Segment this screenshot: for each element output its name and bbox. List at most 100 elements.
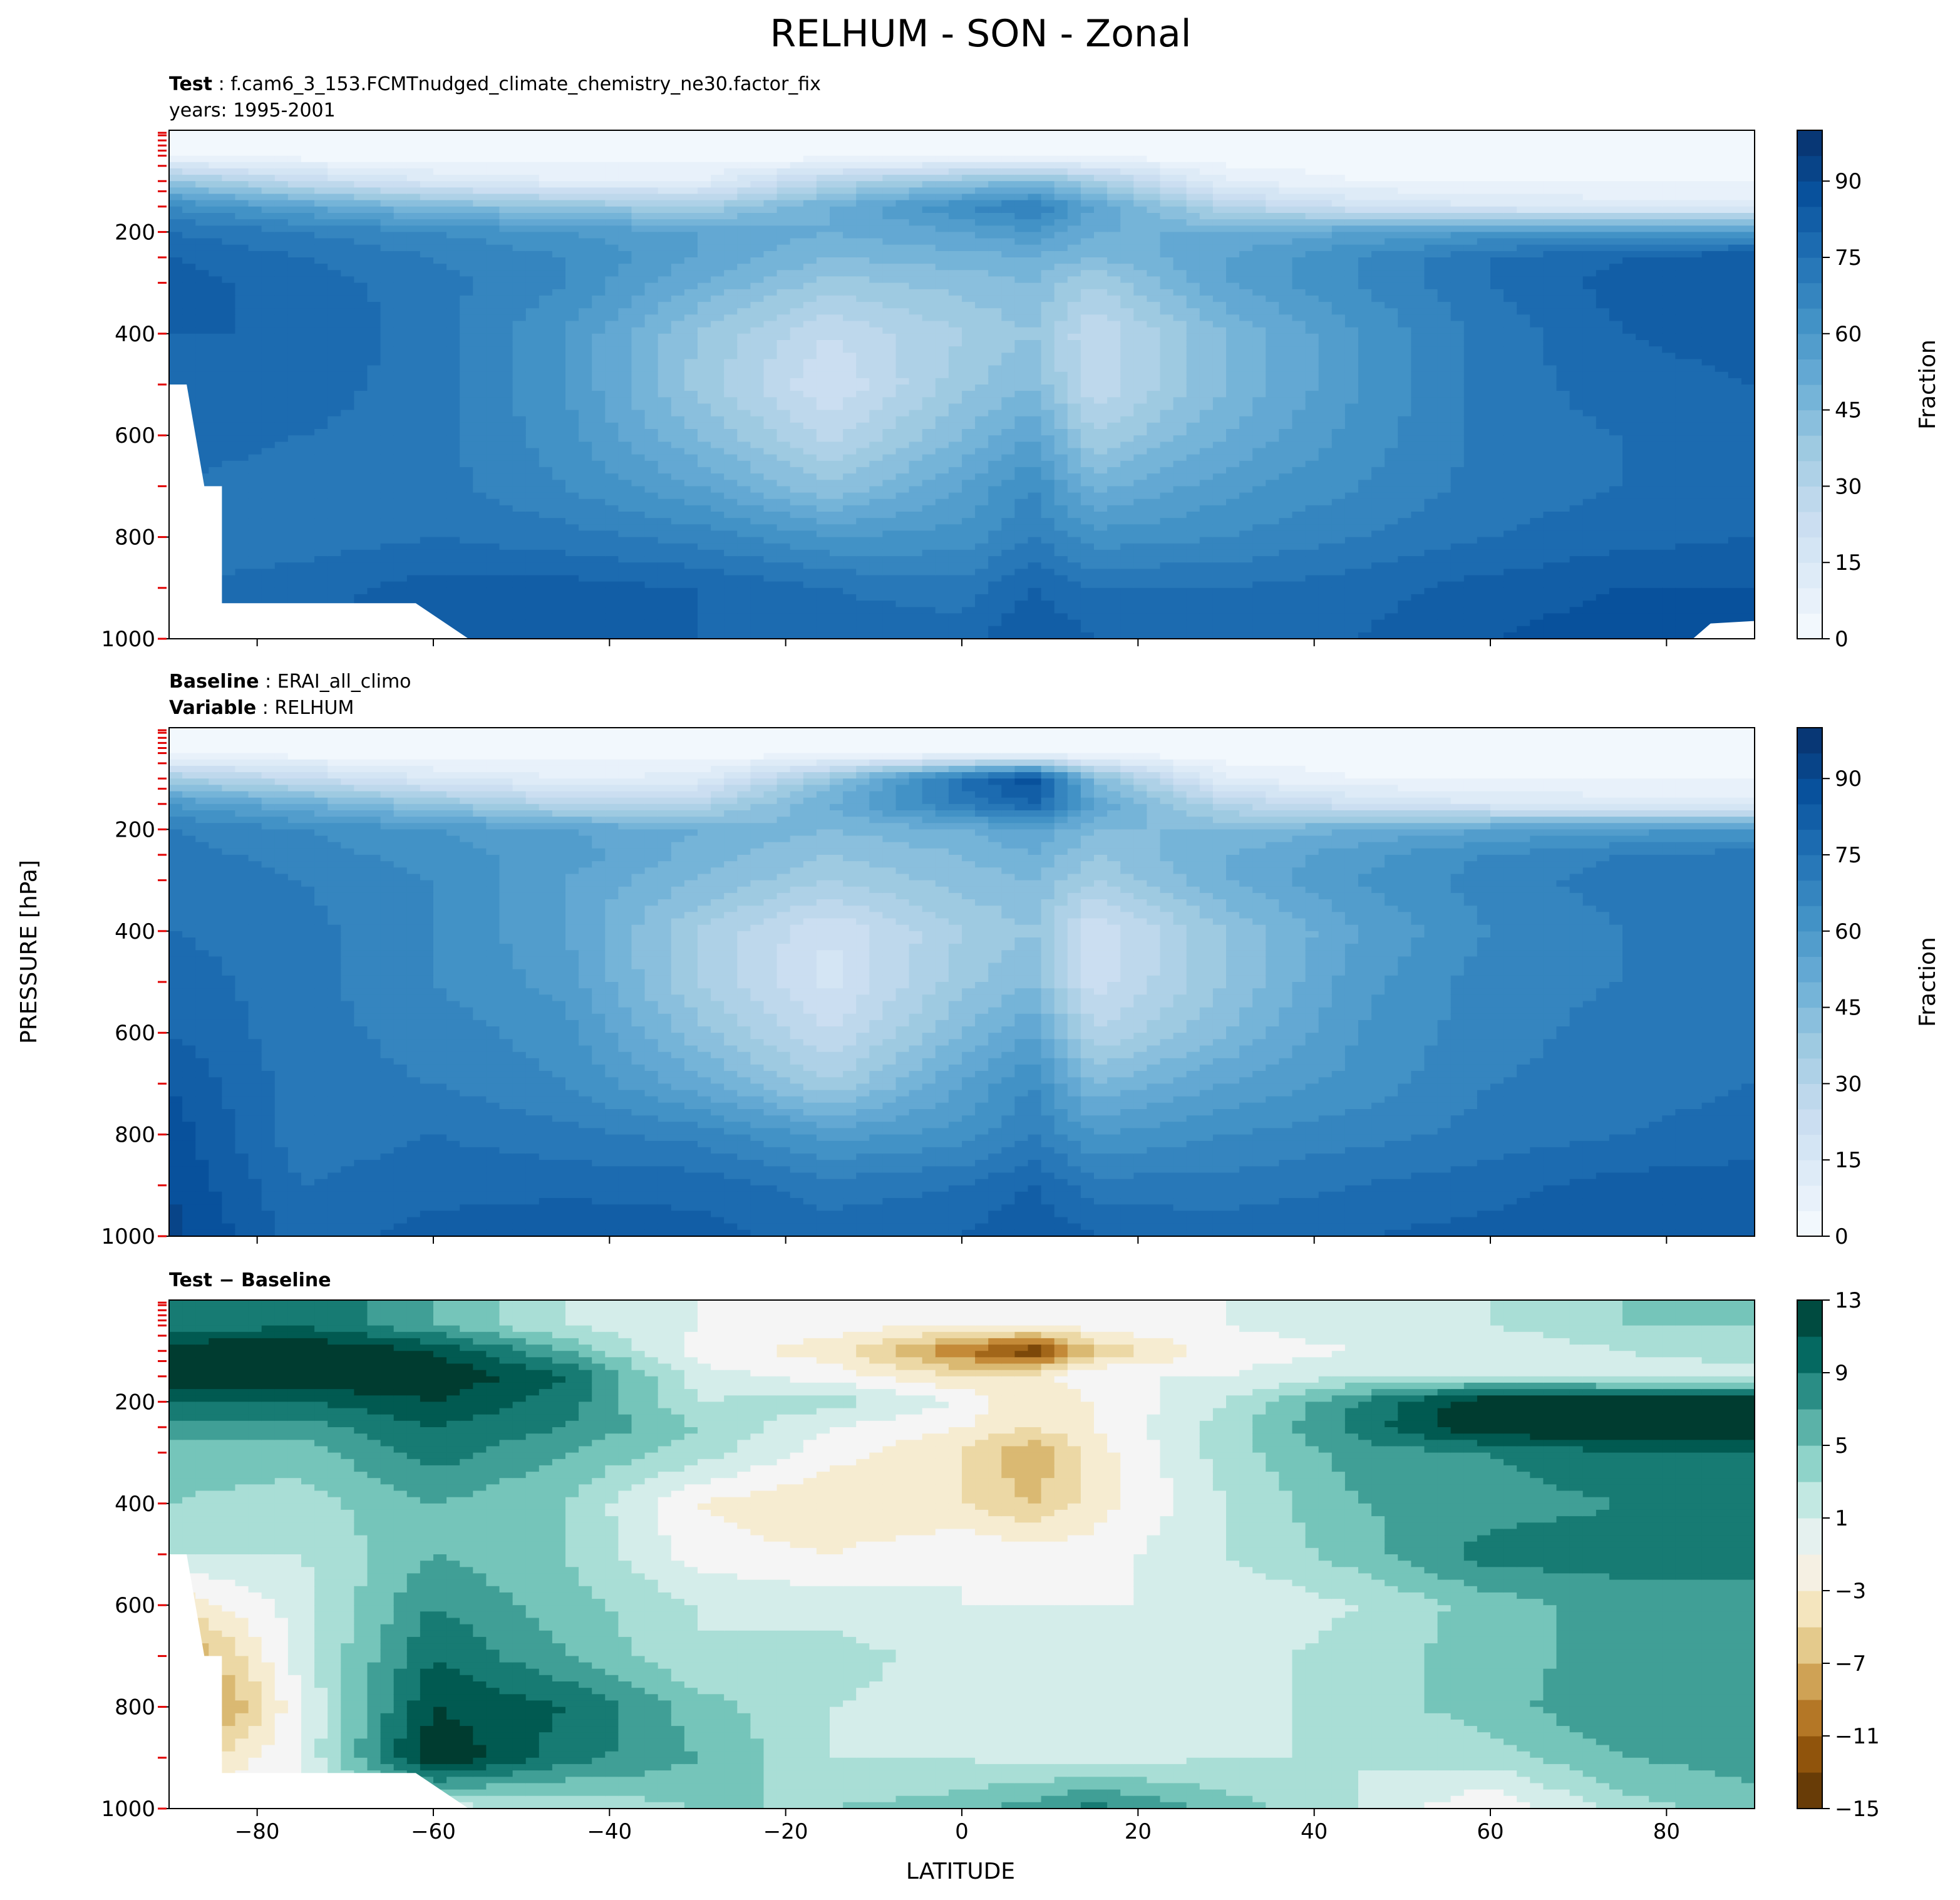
field-cell xyxy=(830,498,843,506)
field-cell xyxy=(512,289,527,296)
field-cell xyxy=(790,460,804,468)
field-cell xyxy=(460,587,474,595)
field-cell xyxy=(406,403,421,411)
field-cell xyxy=(869,353,884,360)
field-cell xyxy=(406,575,421,582)
field-cell xyxy=(803,365,817,373)
field-cell xyxy=(169,187,183,195)
field-cell xyxy=(328,270,342,277)
field-cell xyxy=(301,460,315,468)
field-cell xyxy=(605,435,619,443)
field-cell xyxy=(618,480,632,487)
field-cell xyxy=(935,250,949,258)
field-cell xyxy=(644,333,659,341)
field-cell xyxy=(724,238,738,245)
field-cell xyxy=(512,512,527,519)
field-cell xyxy=(763,295,778,302)
field-cell xyxy=(830,181,843,188)
field-cell xyxy=(856,378,870,385)
field-cell xyxy=(988,225,1003,233)
field-cell xyxy=(750,581,765,589)
field-cell xyxy=(816,448,830,455)
field-cell xyxy=(261,175,276,182)
field-cell xyxy=(737,492,751,500)
field-cell xyxy=(287,155,302,163)
field-cell xyxy=(592,250,606,258)
field-cell xyxy=(433,137,447,144)
field-cell xyxy=(803,282,817,290)
field-cell xyxy=(433,264,447,271)
field-cell xyxy=(724,607,738,614)
field-cell xyxy=(209,250,223,258)
field-cell xyxy=(909,302,923,309)
field-cell xyxy=(803,162,817,169)
field-cell xyxy=(631,257,646,264)
field-cell xyxy=(473,473,487,481)
field-cell xyxy=(803,333,817,341)
field-cell xyxy=(737,460,751,468)
field-cell xyxy=(525,219,540,227)
field-cell xyxy=(499,607,513,614)
field-cell xyxy=(274,422,289,430)
field-cell xyxy=(499,359,513,366)
field-cell xyxy=(446,321,460,328)
field-cell xyxy=(354,524,368,532)
field-cell xyxy=(380,537,395,544)
field-cell xyxy=(711,130,725,137)
field-cell xyxy=(486,219,500,227)
field-cell xyxy=(816,575,830,582)
field-cell xyxy=(790,327,804,334)
field-cell xyxy=(393,435,408,443)
field-cell xyxy=(579,613,592,621)
field-cell xyxy=(816,257,830,264)
field-cell xyxy=(195,321,210,328)
field-cell xyxy=(856,391,870,398)
field-cell xyxy=(393,130,408,137)
field-cell xyxy=(644,607,659,614)
field-cell xyxy=(618,626,632,633)
field-cell xyxy=(460,473,474,481)
field-cell xyxy=(287,321,302,328)
field-cell xyxy=(869,537,884,544)
field-cell xyxy=(420,524,434,532)
field-cell xyxy=(420,385,434,391)
field-cell xyxy=(341,206,355,214)
field-cell xyxy=(328,460,342,468)
field-cell xyxy=(975,321,989,328)
field-cell xyxy=(790,435,804,443)
field-cell xyxy=(539,213,553,220)
field-cell xyxy=(539,378,553,385)
field-cell xyxy=(737,314,751,322)
field-cell xyxy=(684,581,698,589)
field-cell xyxy=(301,569,315,576)
field-cell xyxy=(552,435,566,443)
field-cell xyxy=(354,346,368,354)
field-cell xyxy=(737,397,751,405)
field-cell xyxy=(274,340,289,347)
field-cell xyxy=(618,575,632,582)
field-cell xyxy=(724,321,738,328)
field-cell xyxy=(499,524,513,532)
field-cell xyxy=(618,359,632,366)
field-cell xyxy=(658,353,672,360)
field-cell xyxy=(869,607,884,614)
field-cell xyxy=(763,524,778,532)
field-cell xyxy=(565,512,579,519)
field-cell xyxy=(367,181,381,188)
field-cell xyxy=(406,454,421,462)
field-cell xyxy=(314,422,328,430)
field-cell xyxy=(261,448,276,455)
field-cell xyxy=(499,626,513,633)
field-cell xyxy=(328,137,342,144)
field-cell xyxy=(446,518,460,525)
field-cell xyxy=(433,543,447,550)
field-cell xyxy=(895,587,910,595)
field-cell xyxy=(195,403,210,411)
field-cell xyxy=(763,168,778,175)
field-cell xyxy=(631,524,646,532)
field-cell xyxy=(790,594,804,601)
field-cell xyxy=(565,282,579,290)
field-cell xyxy=(328,213,342,220)
field-cell xyxy=(195,441,210,449)
field-cell xyxy=(658,155,672,163)
